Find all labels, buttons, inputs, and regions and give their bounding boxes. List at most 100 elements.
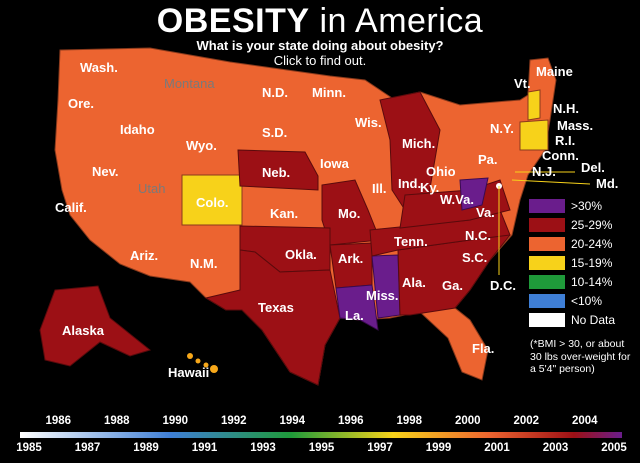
legend-label: <10% [571, 293, 603, 308]
label-la[interactable]: La. [345, 308, 364, 323]
legend-swatch [529, 255, 565, 270]
timeline-year-top[interactable]: 1998 [396, 415, 423, 427]
label-mo[interactable]: Mo. [338, 206, 360, 221]
legend-swatch [529, 293, 565, 308]
label-ind[interactable]: Ind. [398, 176, 421, 191]
label-conn[interactable]: Conn. [542, 148, 579, 163]
label-montana[interactable]: Montana [164, 76, 215, 91]
label-ga[interactable]: Ga. [442, 278, 463, 293]
label-wis[interactable]: Wis. [355, 115, 382, 130]
timeline-year-top[interactable]: 1992 [220, 415, 247, 427]
timeline-gradient-bar[interactable] [20, 432, 622, 438]
year-timeline[interactable]: 1986 1988 1990 1992 1994 1996 1998 2000 2002 2004… [0, 412, 640, 463]
label-wash[interactable]: Wash. [80, 60, 118, 75]
timeline-year-bottom[interactable]: 1995 [308, 442, 335, 454]
legend-item: 25-29% [529, 215, 635, 234]
label-nd[interactable]: N.D. [262, 85, 288, 100]
label-colo[interactable]: Colo. [196, 195, 229, 210]
label-ala[interactable]: Ala. [402, 275, 426, 290]
label-sc[interactable]: S.C. [462, 250, 487, 265]
legend-label: 10-14% [571, 274, 613, 289]
timeline-year-bottom[interactable]: 1993 [250, 442, 276, 454]
timeline-year-bottom[interactable]: 1999 [425, 442, 452, 454]
label-calif[interactable]: Calif. [55, 200, 87, 215]
label-pa[interactable]: Pa. [478, 152, 498, 167]
label-hawaii[interactable]: Hawaii [168, 365, 209, 380]
label-nev[interactable]: Nev. [92, 164, 119, 179]
label-nh[interactable]: N.H. [553, 101, 579, 116]
label-ny[interactable]: N.Y. [490, 121, 514, 136]
legend-label: >30% [571, 198, 603, 213]
timeline-year-top[interactable]: 1996 [337, 415, 364, 427]
page-title: OBESITY in America [0, 2, 640, 40]
subtitle-line2: Click to find out. [273, 53, 367, 68]
state-vt[interactable] [527, 89, 541, 121]
timeline-year-bottom[interactable]: 2003 [542, 442, 569, 454]
timeline-year-bottom[interactable]: 1985 [16, 442, 42, 454]
state-mass-ct[interactable] [519, 119, 549, 151]
timeline-year-top[interactable]: 2004 [571, 415, 598, 427]
timeline-year-top[interactable]: 1988 [103, 415, 130, 427]
label-nj[interactable]: N.J. [532, 164, 556, 179]
label-alaska[interactable]: Alaska [62, 323, 105, 338]
timeline-year-bottom[interactable]: 1997 [367, 442, 393, 454]
label-tenn[interactable]: Tenn. [394, 234, 428, 249]
timeline-year-top[interactable]: 2000 [454, 415, 481, 427]
label-okla[interactable]: Okla. [285, 247, 317, 262]
label-mich[interactable]: Mich. [402, 136, 435, 151]
label-iowa[interactable]: Iowa [320, 156, 350, 171]
label-md[interactable]: Md. [596, 176, 618, 191]
state-la[interactable] [335, 284, 379, 331]
state-hawaii-islands[interactable] [187, 353, 218, 373]
us-map: Wash. Ore. Calif. Nev. Idaho Montana Wyo… [39, 47, 618, 386]
timeline-year-top[interactable]: 1994 [279, 415, 306, 427]
legend-item: <10% [529, 291, 635, 310]
label-miss[interactable]: Miss. [366, 288, 399, 303]
label-texas[interactable]: Texas [258, 300, 294, 315]
label-ri[interactable]: R.I. [555, 133, 575, 148]
label-ill[interactable]: Ill. [372, 181, 386, 196]
label-vt[interactable]: Vt. [514, 76, 531, 91]
timeline-year-bottom[interactable]: 2001 [484, 442, 510, 454]
legend-swatch [529, 217, 565, 232]
label-wva[interactable]: W.Va. [440, 192, 474, 207]
label-maine[interactable]: Maine [536, 64, 573, 79]
timeline-year-top[interactable]: 2002 [513, 415, 540, 427]
legend-swatch [529, 312, 565, 327]
state-wva[interactable] [459, 177, 489, 211]
label-fla[interactable]: Fla. [472, 341, 494, 356]
label-utah[interactable]: Utah [138, 181, 165, 196]
timeline-year-bottom[interactable]: 1991 [191, 442, 218, 454]
label-sd[interactable]: S.D. [262, 125, 287, 140]
label-ark[interactable]: Ark. [338, 251, 363, 266]
timeline-year-top[interactable]: 1986 [45, 415, 72, 427]
label-kan[interactable]: Kan. [270, 206, 298, 221]
label-ariz[interactable]: Ariz. [130, 248, 158, 263]
state-texas[interactable] [204, 249, 341, 386]
state-alaska[interactable] [39, 285, 152, 367]
label-neb[interactable]: Neb. [262, 165, 290, 180]
label-dc[interactable]: D.C. [490, 278, 516, 293]
label-minn[interactable]: Minn. [312, 85, 346, 100]
label-del[interactable]: Del. [581, 160, 605, 175]
timeline-year-bottom[interactable]: 1987 [74, 442, 101, 454]
legend-label: No Data [571, 312, 616, 327]
timeline-year-bottom[interactable]: 2005 [601, 442, 627, 454]
legend-item: 15-19% [529, 253, 635, 272]
timeline-year-top[interactable]: 1990 [162, 415, 189, 427]
legend-label: 20-24% [571, 236, 613, 251]
state-neb[interactable] [237, 149, 319, 191]
timeline-year-bottom[interactable]: 1989 [133, 442, 159, 454]
label-idaho[interactable]: Idaho [120, 122, 155, 137]
label-ore[interactable]: Ore. [68, 96, 94, 111]
label-va[interactable]: Va. [476, 205, 495, 220]
label-nm[interactable]: N.M. [190, 256, 217, 271]
legend-swatch [529, 198, 565, 213]
label-wyo[interactable]: Wyo. [186, 138, 217, 153]
label-ky[interactable]: Ky. [420, 180, 439, 195]
state-colo[interactable] [181, 174, 243, 226]
label-mass[interactable]: Mass. [557, 118, 593, 133]
label-ohio[interactable]: Ohio [426, 164, 456, 179]
label-nc[interactable]: N.C. [465, 228, 491, 243]
